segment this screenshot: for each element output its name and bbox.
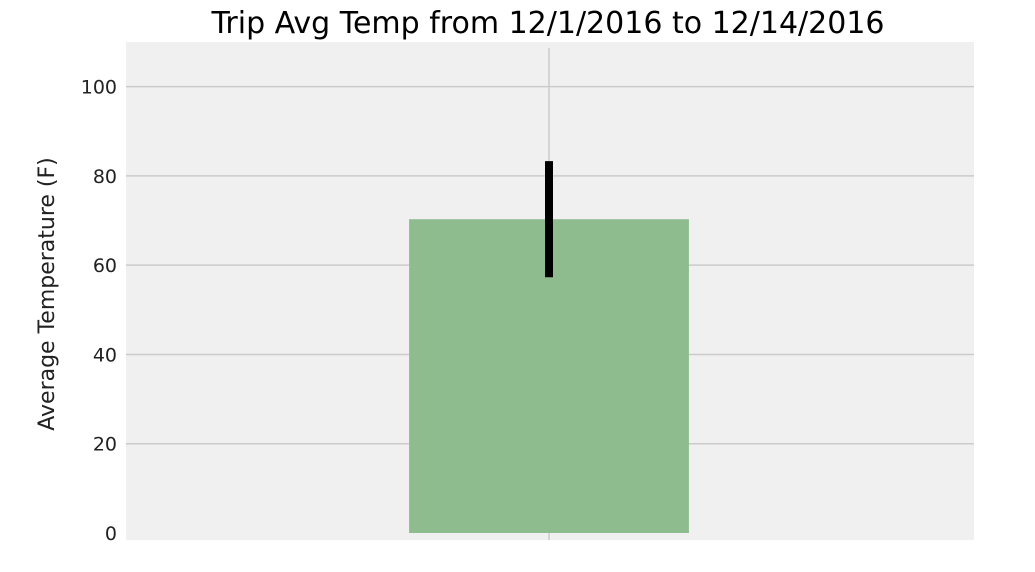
y-tick-label: 20 <box>93 434 117 456</box>
y-tick-label: 60 <box>93 255 117 277</box>
y-tick-label: 0 <box>105 523 117 545</box>
y-tick-labels: 0 20 40 60 80 100 <box>81 77 117 545</box>
y-tick-label: 40 <box>93 344 117 366</box>
y-axis-label: Average Temperature (F) <box>35 157 60 431</box>
y-tick-label: 80 <box>93 166 117 188</box>
chart-title: Trip Avg Temp from 12/1/2016 to 12/14/20… <box>210 6 884 41</box>
y-tick-label: 100 <box>81 77 117 99</box>
